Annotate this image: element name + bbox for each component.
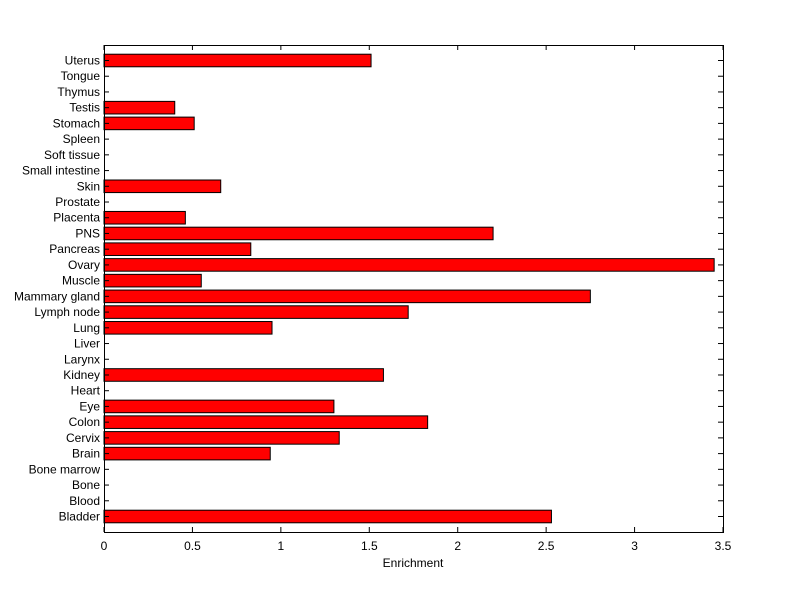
y-tick-label-larynx: Larynx bbox=[64, 352, 100, 366]
y-tick-label-muscle: Muscle bbox=[62, 274, 100, 288]
y-tick-label-placenta: Placenta bbox=[53, 211, 100, 225]
bar-eye bbox=[103, 399, 335, 414]
y-tick-label-bone: Bone bbox=[72, 478, 100, 492]
bar-colon bbox=[103, 415, 429, 429]
bar-cervix bbox=[103, 431, 340, 445]
x-tick-label-2: 1 bbox=[278, 539, 285, 553]
x-tick-label-6: 3 bbox=[631, 539, 638, 553]
bar-stomach bbox=[103, 116, 195, 131]
axes-frame bbox=[104, 45, 724, 533]
bar-bladder bbox=[103, 509, 552, 524]
y-tick-label-ovary: Ovary bbox=[68, 258, 100, 272]
bar-muscle bbox=[103, 273, 202, 288]
bar-kidney bbox=[103, 368, 384, 382]
y-tick-label-blood: Blood bbox=[69, 494, 100, 508]
bar-lung bbox=[103, 321, 273, 335]
y-tick-label-spleen: Spleen bbox=[63, 132, 100, 146]
x-axis-ticks: 0 0.5 1 1.5 2 2.5 3 3.5 bbox=[101, 45, 732, 553]
y-tick-label-kidney: Kidney bbox=[63, 368, 100, 382]
y-tick-label-lung: Lung bbox=[73, 321, 100, 335]
y-tick-label-brain: Brain bbox=[72, 447, 100, 461]
y-tick-label-pancreas: Pancreas bbox=[49, 242, 100, 256]
y-tick-label-colon: Colon bbox=[69, 415, 100, 429]
bar-lymph-node bbox=[103, 305, 409, 319]
y-tick-label-eye: Eye bbox=[79, 399, 100, 413]
y-tick-label-liver: Liver bbox=[74, 337, 100, 351]
y-tick-label-skin: Skin bbox=[77, 179, 100, 193]
bar-mammary-gland bbox=[103, 289, 591, 304]
x-tick-label-7: 3.5 bbox=[715, 539, 732, 553]
y-tick-label-pns: PNS bbox=[75, 226, 100, 240]
y-tick-label-bladder: Bladder bbox=[59, 510, 100, 524]
bar-placenta bbox=[103, 210, 186, 225]
y-tick-label-soft-tissue: Soft tissue bbox=[44, 148, 100, 162]
x-tick-label-3: 1.5 bbox=[361, 539, 378, 553]
bar-testis bbox=[103, 100, 176, 115]
y-tick-label-uterus: Uterus bbox=[65, 54, 100, 68]
x-axis-label: Enrichment bbox=[383, 556, 444, 570]
x-tick-label-4: 2 bbox=[454, 539, 461, 553]
y-tick-label-prostate: Prostate bbox=[55, 195, 100, 209]
y-tick-label-bone-marrow: Bone marrow bbox=[29, 462, 101, 476]
x-tick-label-1: 0.5 bbox=[184, 539, 201, 553]
bar-brain bbox=[103, 446, 271, 461]
y-tick-label-small-intestine: Small intestine bbox=[22, 164, 100, 178]
bar-pancreas bbox=[103, 242, 252, 256]
bar-ovary bbox=[103, 258, 715, 272]
y-tick-label-testis: Testis bbox=[69, 101, 100, 115]
y-tick-label-lymph-node: Lymph node bbox=[34, 305, 100, 319]
y-tick-label-cervix: Cervix bbox=[66, 431, 100, 445]
bar-uterus bbox=[103, 53, 372, 68]
y-tick-label-stomach: Stomach bbox=[53, 116, 100, 130]
bar-skin bbox=[103, 179, 222, 194]
x-tick-label-0: 0 bbox=[101, 539, 108, 553]
y-tick-label-heart: Heart bbox=[71, 384, 101, 398]
y-tick-label-tongue: Tongue bbox=[61, 69, 101, 83]
bar-pns bbox=[103, 226, 494, 241]
y-tick-label-mammary-gland: Mammary gland bbox=[14, 289, 100, 303]
y-tick-label-thymus: Thymus bbox=[57, 85, 100, 99]
x-tick-label-5: 2.5 bbox=[538, 539, 555, 553]
